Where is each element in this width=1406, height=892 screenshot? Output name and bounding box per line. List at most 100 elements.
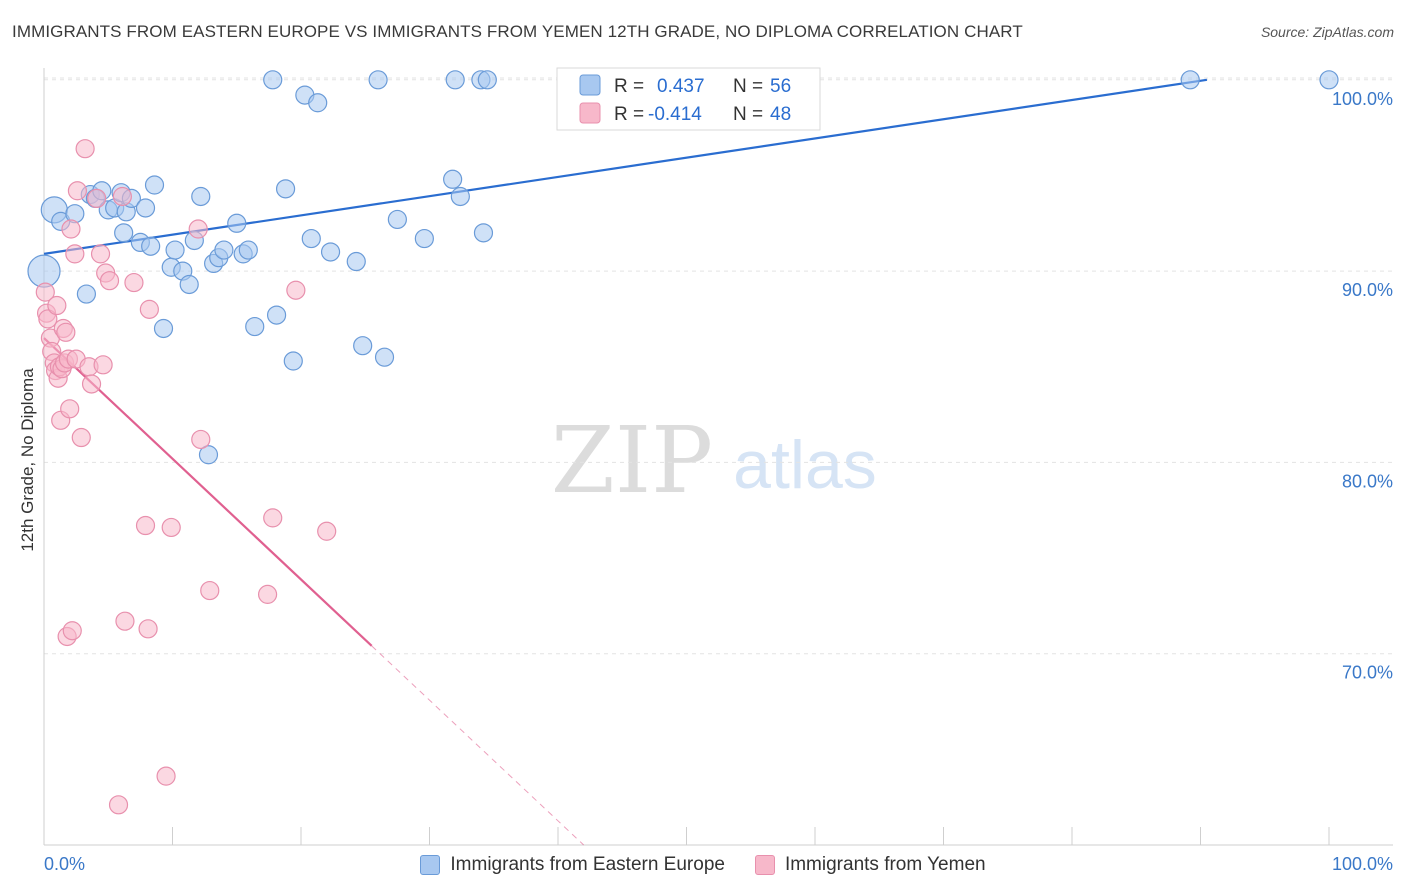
point-yemen-37 [138, 619, 158, 639]
legend-label-eastern-europe: Immigrants from Eastern Europe [450, 854, 725, 875]
axes [43, 68, 1393, 846]
point-eastern-europe-17 [144, 175, 165, 195]
point-eastern-europe-43 [387, 209, 407, 230]
point-eastern-europe-48 [263, 70, 283, 90]
x-tick-label-0: 0.0% [44, 854, 85, 874]
point-eastern-europe-28 [214, 240, 234, 260]
point-eastern-europe-49 [368, 70, 388, 90]
point-eastern-europe-44 [414, 228, 434, 249]
point-yemen-39 [156, 766, 176, 786]
point-yemen-45 [263, 508, 283, 528]
point-eastern-europe-18 [153, 318, 174, 339]
legend-swatch-yemen [754, 855, 775, 875]
point-yemen-22 [67, 181, 88, 201]
data-points [27, 70, 1339, 815]
point-yemen-42 [191, 429, 211, 450]
point-eastern-europe-55 [1319, 70, 1339, 90]
point-eastern-europe-54 [1180, 70, 1200, 90]
point-eastern-europe-4 [76, 284, 97, 304]
point-yemen-7 [47, 295, 67, 316]
grid-lines [44, 77, 1393, 655]
point-eastern-europe-0 [27, 254, 61, 288]
watermark: ZIP atlas [551, 407, 877, 514]
point-eastern-europe-31 [238, 240, 258, 260]
legend-item-eastern-europe: Immigrants from Eastern Europe [420, 852, 725, 878]
y-axis-label: 12th Grade, No Diploma [18, 368, 37, 552]
point-yemen-29 [93, 355, 113, 375]
point-yemen-14 [56, 322, 76, 342]
point-yemen-34 [115, 611, 135, 631]
y-tick-label-0: 100.0% [1332, 89, 1393, 109]
legend-box [556, 67, 821, 131]
legend-swatch-blue [579, 74, 601, 96]
point-eastern-europe-34 [275, 179, 296, 199]
legend-r-value-blue: 0.437 [657, 76, 705, 97]
watermark-atlas: atlas [733, 427, 877, 503]
legend-swatch-eastern-europe [420, 855, 441, 875]
legend-n-value-blue: 56 [770, 76, 791, 97]
point-eastern-europe-40 [346, 251, 366, 272]
point-eastern-europe-47 [473, 223, 494, 243]
point-yemen-36 [135, 515, 156, 536]
legend-correlation: R = 0.437 N = 56 R = -0.414 N = 48 [556, 67, 821, 131]
point-eastern-europe-20 [165, 240, 185, 260]
y-tick-label-3: 70.0% [1342, 663, 1393, 683]
point-yemen-33 [112, 186, 132, 207]
point-yemen-28 [90, 244, 111, 264]
point-eastern-europe-38 [308, 93, 328, 113]
point-yemen-23 [71, 427, 91, 448]
legend-n-label-blue: N = [733, 76, 763, 97]
point-eastern-europe-29 [227, 213, 247, 233]
point-yemen-19 [62, 621, 82, 641]
legend-n-value-pink: 48 [770, 104, 791, 125]
trend-line-extension-pink [371, 645, 585, 846]
legend-label-yemen: Immigrants from Yemen [784, 854, 986, 875]
point-eastern-europe-11 [114, 223, 134, 243]
chart-title: IMMIGRANTS FROM EASTERN EUROPE VS IMMIGR… [12, 22, 1023, 41]
point-yemen-47 [317, 521, 337, 541]
legend-r-value-pink: -0.414 [648, 104, 702, 125]
point-yemen-32 [108, 795, 129, 815]
point-eastern-europe-37 [301, 228, 321, 249]
legend-r-label-blue: R = [614, 76, 644, 97]
point-yemen-46 [286, 280, 306, 300]
tick-labels: 100.0% 90.0% 80.0% 70.0% 0.0% 100.0% [44, 89, 1393, 874]
point-yemen-43 [200, 580, 220, 601]
y-tick-label-2: 80.0% [1342, 471, 1393, 491]
point-yemen-2 [38, 309, 58, 329]
point-yemen-17 [60, 399, 80, 419]
point-yemen-38 [139, 299, 159, 319]
legend-item-yemen: Immigrants from Yemen [754, 852, 986, 878]
point-eastern-europe-24 [191, 186, 211, 207]
point-eastern-europe-35 [283, 351, 303, 371]
point-yemen-44 [257, 584, 278, 604]
point-yemen-0 [35, 282, 55, 302]
point-eastern-europe-50 [445, 70, 465, 90]
watermark-zip: ZIP [551, 407, 713, 514]
point-yemen-18 [61, 219, 81, 239]
point-eastern-europe-41 [353, 336, 373, 356]
point-eastern-europe-46 [450, 186, 470, 207]
point-yemen-35 [124, 272, 144, 293]
x-tick-label-1: 100.0% [1332, 854, 1393, 874]
point-eastern-europe-22 [179, 274, 199, 295]
point-eastern-europe-32 [245, 316, 265, 337]
point-yemen-41 [188, 219, 208, 239]
source-credit: Source: ZipAtlas.com [1260, 24, 1394, 40]
legend-r-label-pink: R = [614, 104, 644, 125]
point-yemen-27 [87, 188, 107, 209]
point-yemen-26 [81, 374, 102, 394]
point-eastern-europe-39 [320, 242, 341, 262]
point-eastern-europe-33 [266, 305, 287, 325]
point-yemen-24 [75, 139, 95, 159]
point-yemen-31 [99, 271, 120, 291]
legend-swatch-pink [579, 102, 601, 124]
point-yemen-40 [161, 517, 181, 538]
point-eastern-europe-25 [198, 445, 219, 465]
point-yemen-20 [65, 244, 85, 264]
point-eastern-europe-42 [374, 347, 395, 367]
legend-n-label-pink: N = [733, 104, 763, 125]
point-eastern-europe-16 [141, 236, 161, 256]
point-eastern-europe-15 [135, 198, 156, 218]
